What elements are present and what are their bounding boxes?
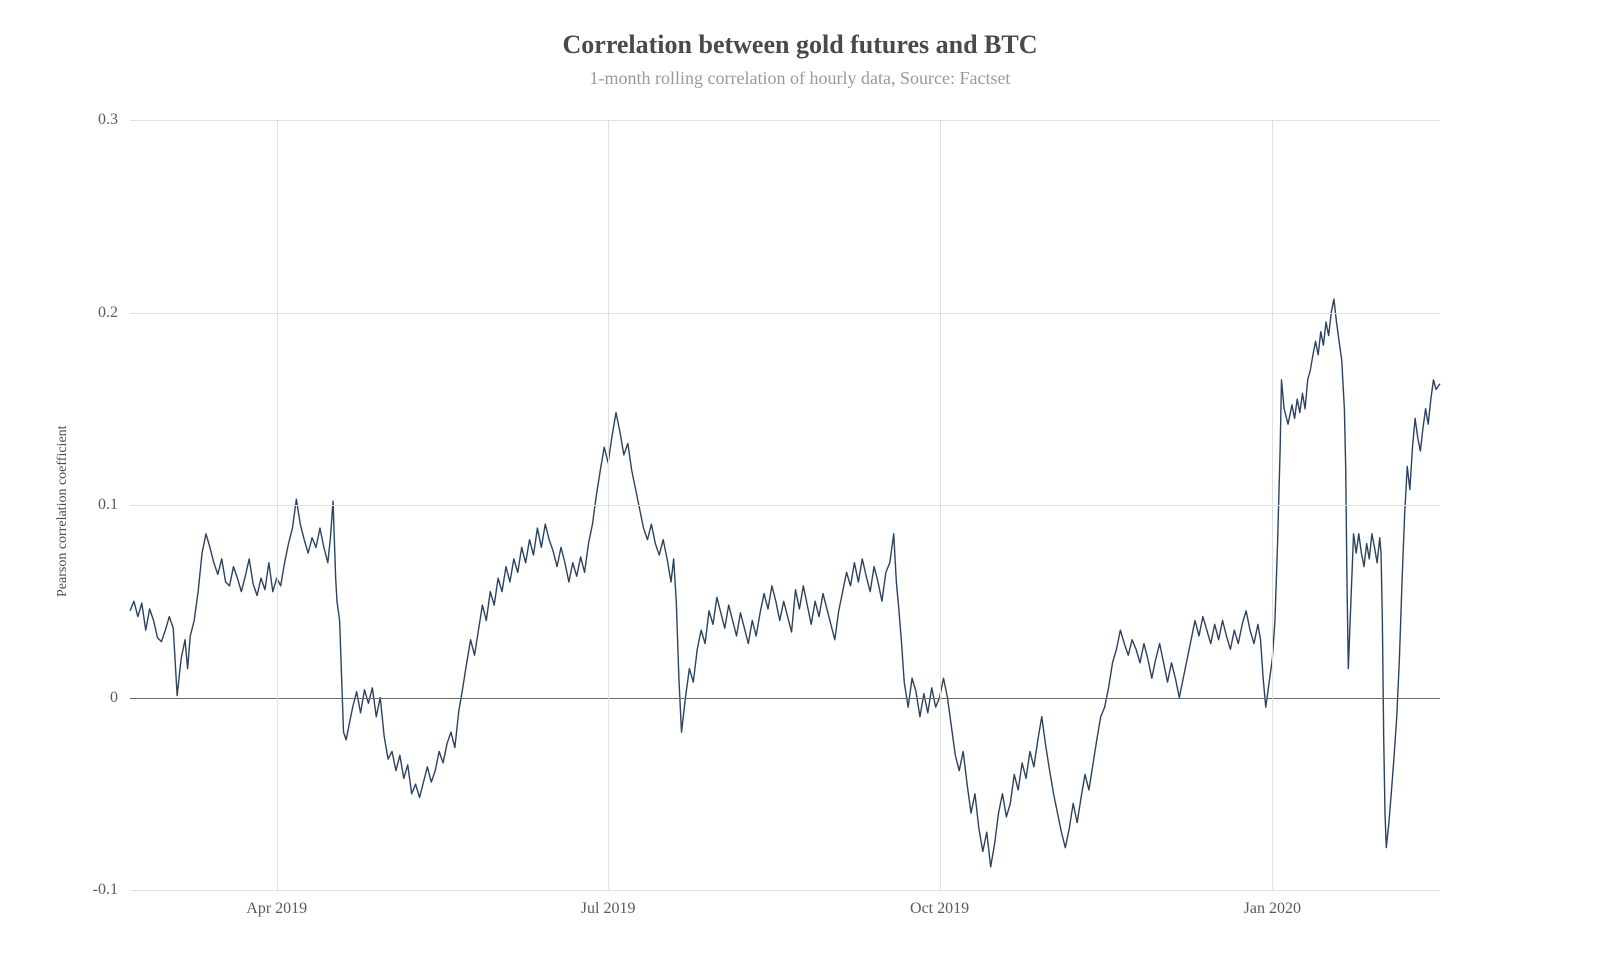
gridline-horizontal — [130, 505, 1440, 506]
y-tick-label: 0.2 — [98, 304, 130, 322]
x-tick-label: Oct 2019 — [910, 890, 969, 918]
x-tick-label: Apr 2019 — [246, 890, 307, 918]
gridline-vertical — [277, 120, 278, 890]
gridline-horizontal — [130, 120, 1440, 121]
gridline-vertical — [608, 120, 609, 890]
chart-title: Correlation between gold futures and BTC — [0, 30, 1600, 60]
gridline-vertical — [1272, 120, 1273, 890]
y-tick-label: -0.1 — [93, 881, 130, 899]
chart-container: Correlation between gold futures and BTC… — [0, 0, 1600, 965]
correlation-line — [130, 299, 1440, 867]
zero-line — [130, 698, 1440, 699]
plot-area: -0.100.10.20.3Apr 2019Jul 2019Oct 2019Ja… — [130, 120, 1440, 891]
y-tick-label: 0 — [110, 689, 130, 707]
x-tick-label: Jul 2019 — [581, 890, 636, 918]
x-tick-label: Jan 2020 — [1244, 890, 1301, 918]
y-tick-label: 0.1 — [98, 496, 130, 514]
gridline-horizontal — [130, 313, 1440, 314]
y-tick-label: 0.3 — [98, 111, 130, 129]
gridline-vertical — [940, 120, 941, 890]
chart-subtitle: 1-month rolling correlation of hourly da… — [0, 68, 1600, 89]
y-axis-label: Pearson correlation coefficient — [55, 426, 71, 598]
